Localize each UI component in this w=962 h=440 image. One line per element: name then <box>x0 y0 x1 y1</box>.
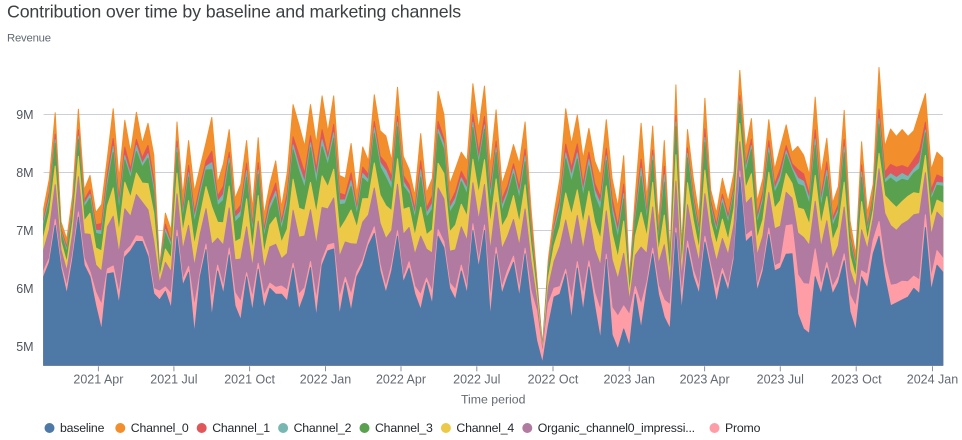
svg-text:2021 Apr: 2021 Apr <box>73 373 123 387</box>
svg-text:Organic_channel0_impressi...: Organic_channel0_impressi... <box>538 421 695 435</box>
svg-text:Channel_4: Channel_4 <box>456 421 514 435</box>
svg-text:2023 Jan: 2023 Jan <box>603 373 654 387</box>
svg-text:2022 Jan: 2022 Jan <box>300 373 351 387</box>
svg-text:5M: 5M <box>16 340 33 354</box>
svg-text:2023 Jul: 2023 Jul <box>757 373 804 387</box>
svg-text:8M: 8M <box>16 166 33 180</box>
svg-text:Revenue: Revenue <box>7 33 51 45</box>
svg-text:Channel_2: Channel_2 <box>294 421 352 435</box>
svg-text:9M: 9M <box>16 108 33 122</box>
svg-text:Channel_3: Channel_3 <box>375 421 433 435</box>
svg-text:baseline: baseline <box>60 421 105 435</box>
svg-text:7M: 7M <box>16 224 33 238</box>
svg-text:Channel_0: Channel_0 <box>131 421 189 435</box>
svg-text:2021 Oct: 2021 Oct <box>224 373 275 387</box>
svg-text:2023 Oct: 2023 Oct <box>831 373 882 387</box>
svg-text:Channel_1: Channel_1 <box>212 421 270 435</box>
svg-text:6M: 6M <box>16 282 33 296</box>
svg-text:2023 Apr: 2023 Apr <box>680 373 730 387</box>
svg-text:2022 Oct: 2022 Oct <box>528 373 579 387</box>
svg-text:2024 Jan: 2024 Jan <box>907 373 958 387</box>
svg-text:2022 Jul: 2022 Jul <box>453 373 500 387</box>
svg-text:2022 Apr: 2022 Apr <box>376 373 426 387</box>
svg-text:2021 Jul: 2021 Jul <box>150 373 197 387</box>
svg-text:Time period: Time period <box>461 393 526 407</box>
svg-text:Contribution over time by base: Contribution over time by baseline and m… <box>7 2 461 22</box>
svg-text:Promo: Promo <box>725 421 761 435</box>
